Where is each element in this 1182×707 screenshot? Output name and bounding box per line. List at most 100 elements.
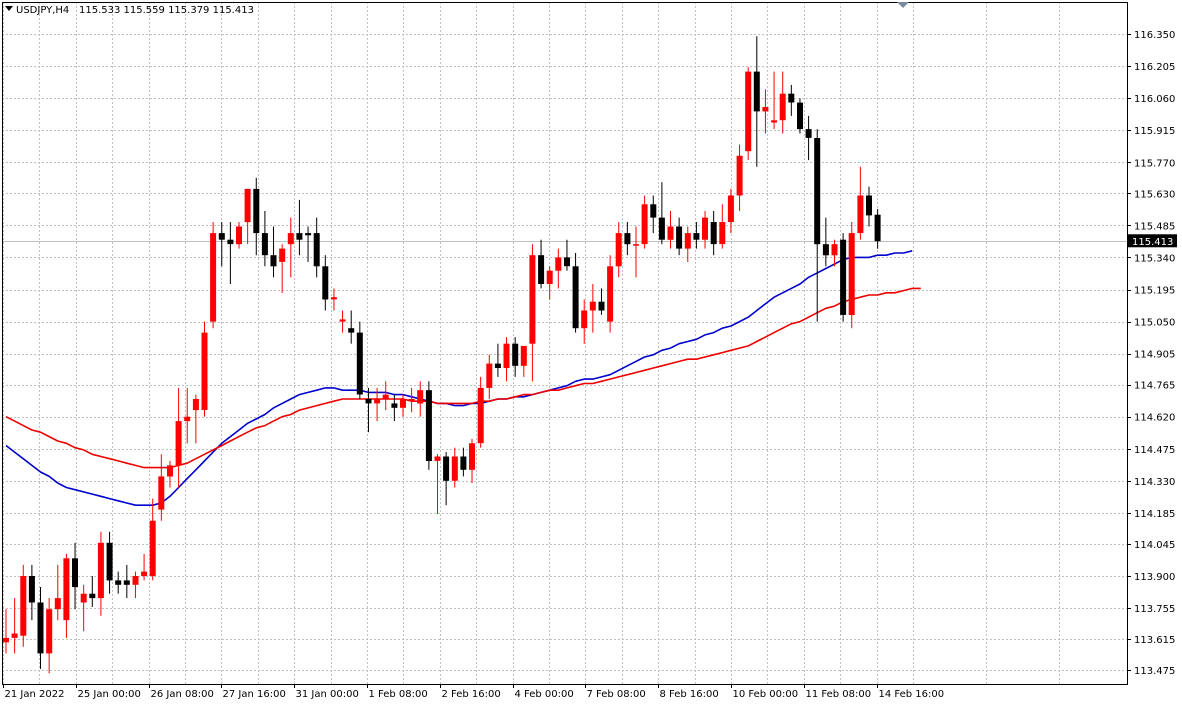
plot-frame (2, 2, 1128, 685)
price-tick-label: 115.340 (1134, 253, 1175, 264)
candle (227, 222, 234, 284)
chart-shift-marker[interactable] (897, 2, 909, 8)
candle-body (710, 222, 717, 245)
time-tick-label: 1 Feb 08:00 (369, 689, 428, 700)
time-tick-label: 2 Feb 16:00 (442, 689, 501, 700)
candle-body (443, 456, 450, 481)
candle (598, 288, 605, 315)
candle (236, 222, 242, 249)
time-tick-label: 25 Jan 00:00 (78, 689, 141, 700)
candle-body (11, 633, 18, 638)
candle-body (167, 465, 173, 477)
price-tick-label: 114.620 (1134, 413, 1175, 424)
price-tick-label: 115.770 (1134, 158, 1175, 169)
symbol-label: USDJPY,H4 (16, 5, 69, 16)
candle-body (460, 456, 467, 470)
price-tick-label: 113.900 (1134, 572, 1175, 583)
candle-body (598, 301, 605, 311)
candle-body (28, 576, 35, 603)
candle-body (667, 226, 674, 240)
price-axis[interactable]: 116.350 116.205 116.060 115.915 115.770 115.6… (1127, 30, 1175, 677)
candle-body (676, 226, 683, 249)
candle (365, 387, 372, 433)
candle (192, 394, 199, 444)
grid (2, 2, 1127, 684)
candle-body (753, 71, 760, 112)
candle (201, 321, 208, 417)
candle-body (641, 204, 648, 245)
candle (20, 564, 27, 647)
candle-body (589, 301, 596, 311)
time-axis[interactable]: 21 Jan 2022 25 Jan 00:00 26 Jan 08:00 27 Ja… (3, 684, 945, 700)
candle (97, 531, 104, 616)
candle (115, 571, 122, 594)
candle (3, 609, 9, 654)
candle (28, 564, 35, 621)
candle (874, 209, 881, 249)
moving-average-fast-line (5, 250, 913, 507)
time-tick-label: 27 Jan 16:00 (223, 689, 286, 700)
candle-body (339, 319, 346, 322)
candle (313, 217, 320, 278)
candle-body (80, 593, 87, 603)
candle-body (477, 387, 484, 444)
candle-body (736, 155, 743, 196)
candle (382, 381, 389, 411)
candle-body (581, 310, 588, 329)
candle (503, 337, 510, 382)
candle-body (330, 297, 337, 300)
candle-body (684, 233, 691, 249)
triangle-down-icon[interactable] (5, 6, 13, 11)
candle-body (719, 222, 726, 245)
candle (494, 343, 501, 377)
candle-body (503, 343, 510, 368)
candle (702, 211, 708, 249)
candle (788, 84, 795, 116)
candle-body (97, 542, 104, 599)
candle-body (615, 233, 622, 267)
candle (63, 553, 70, 638)
candle-body (89, 593, 96, 599)
candle (727, 188, 734, 234)
candle (736, 144, 743, 211)
current-price-label-bg (1128, 234, 1177, 248)
price-tick-label: 116.060 (1134, 94, 1175, 105)
candle (546, 266, 553, 300)
candle (564, 239, 570, 271)
price-tick-label: 114.045 (1134, 540, 1175, 551)
candle (175, 387, 182, 488)
price-tick-label: 114.905 (1134, 350, 1175, 361)
header: USDJPY,H4 115.533 115.559 115.379 115.41… (5, 5, 254, 16)
candle-body (779, 93, 786, 121)
candle (641, 195, 648, 249)
candle-body (417, 390, 424, 404)
candle-body (123, 580, 130, 585)
candle-body (287, 233, 294, 245)
candle (589, 284, 596, 333)
candle-body (555, 257, 562, 271)
candle (11, 598, 18, 654)
ohlc-readout: 115.533 115.559 115.379 115.413 (79, 5, 254, 16)
price-tick-label: 116.205 (1134, 62, 1175, 73)
candle-body (624, 233, 631, 245)
candle-body (192, 399, 199, 411)
candle-body (20, 576, 27, 636)
candle-body (451, 456, 458, 481)
moving-averages (5, 250, 921, 507)
candle-body (365, 399, 372, 404)
candle-body (270, 255, 277, 267)
candle (253, 177, 260, 256)
candle (529, 244, 536, 382)
candle (840, 233, 847, 322)
candle (210, 222, 217, 329)
candle-body (434, 456, 441, 461)
candle (460, 447, 467, 477)
candle-body (831, 244, 838, 256)
current-price-value: 115.413 (1132, 237, 1173, 248)
time-tick-label: 7 Feb 08:00 (587, 689, 646, 700)
candle-body (805, 129, 812, 138)
candle (132, 571, 139, 599)
candle (512, 337, 519, 377)
candle (762, 89, 769, 134)
